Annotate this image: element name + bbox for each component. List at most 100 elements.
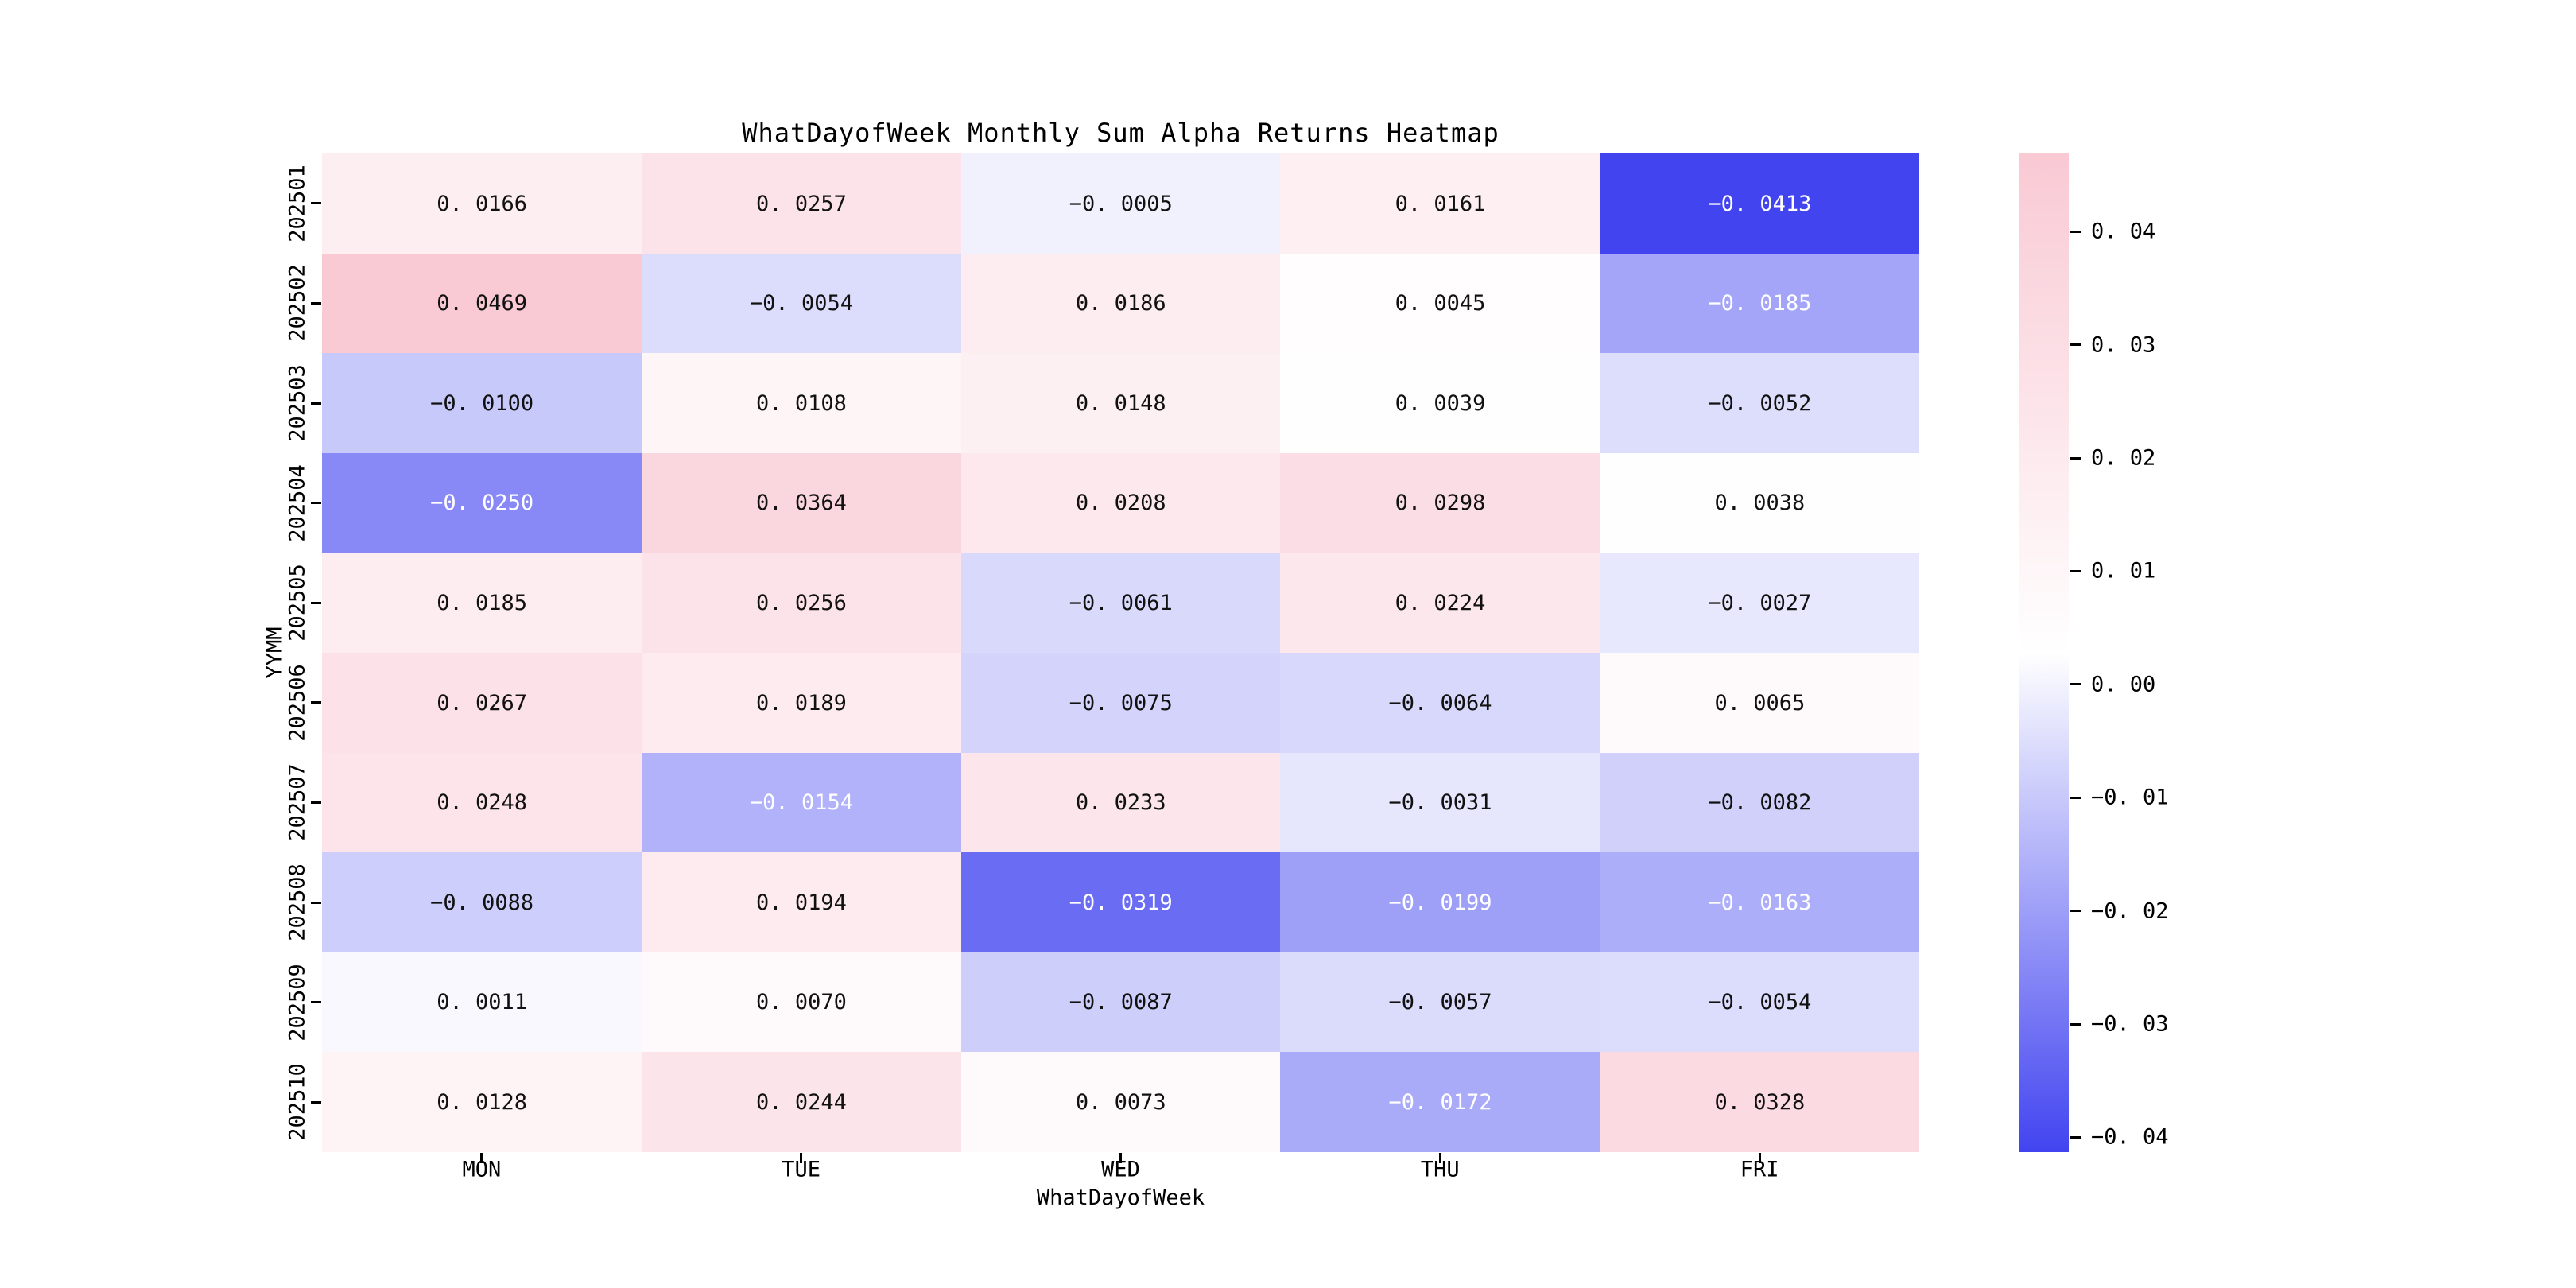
colorbar-tick-label-0.01: 0. 01 xyxy=(2091,558,2156,584)
heatmap-cell-202504-THU: 0. 0298 xyxy=(1280,452,1600,553)
y-tick-label-202508: 202508 xyxy=(285,863,310,941)
heatmap-cell-202501-TUE: 0. 0257 xyxy=(641,153,962,254)
cell-value: 0. 0045 xyxy=(1395,291,1486,316)
colorbar-tick-label--0.03: −0. 03 xyxy=(2091,1011,2169,1037)
x-tick-mark xyxy=(1758,1153,1761,1163)
cell-value: −0. 0082 xyxy=(1708,790,1812,816)
heatmap-cell-202510-FRI: 0. 0328 xyxy=(1600,1052,1920,1153)
heatmap-cell-202502-TUE: −0. 0054 xyxy=(641,253,962,354)
cell-value: −0. 0075 xyxy=(1069,690,1173,716)
y-tick-mark xyxy=(311,502,321,505)
y-tick-mark xyxy=(311,1001,321,1004)
chart-title: WhatDayofWeek Monthly Sum Alpha Returns … xyxy=(742,118,1499,148)
colorbar-tick-mark xyxy=(2070,910,2081,913)
cell-value: 0. 0108 xyxy=(756,390,847,416)
y-tick-label-202504: 202504 xyxy=(285,464,310,542)
cell-value: 0. 0185 xyxy=(436,590,528,615)
colorbar-tick-mark xyxy=(2070,1135,2081,1139)
colorbar-tick-mark xyxy=(2070,1022,2081,1026)
heatmap-cell-202502-THU: 0. 0045 xyxy=(1280,253,1600,354)
y-tick-label-202503: 202503 xyxy=(285,364,310,442)
y-axis-title: YYMM xyxy=(262,627,288,679)
cell-value: 0. 0364 xyxy=(756,491,847,516)
y-tick-label-202505: 202505 xyxy=(285,564,310,642)
heatmap-cell-202501-FRI: −0. 0413 xyxy=(1600,153,1920,254)
y-tick-label-202509: 202509 xyxy=(285,963,310,1042)
colorbar-tick-label-0.00: 0. 00 xyxy=(2091,672,2156,697)
heatmap-cell-202501-WED: −0. 0005 xyxy=(960,153,1281,254)
x-tick-mark xyxy=(480,1153,483,1163)
heatmap-cell-202509-WED: −0. 0087 xyxy=(960,952,1281,1053)
cell-value: 0. 0257 xyxy=(756,191,847,216)
colorbar-tick-label--0.02: −0. 02 xyxy=(2091,898,2169,924)
heatmap-cell-202508-FRI: −0. 0163 xyxy=(1600,852,1920,953)
cell-value: −0. 0154 xyxy=(749,790,853,816)
y-tick-label-202501: 202501 xyxy=(285,165,310,242)
cell-value: −0. 0064 xyxy=(1388,690,1492,716)
cell-value: 0. 0256 xyxy=(756,590,847,615)
heatmap-cell-202509-FRI: −0. 0054 xyxy=(1600,952,1920,1053)
cell-value: 0. 0038 xyxy=(1714,491,1806,516)
cell-value: 0. 0267 xyxy=(436,690,528,716)
y-tick-mark xyxy=(311,901,321,904)
heatmap-cell-202507-FRI: −0. 0082 xyxy=(1600,752,1920,853)
heatmap-cell-202507-MON: 0. 0248 xyxy=(322,752,642,853)
cell-value: 0. 0194 xyxy=(756,890,847,915)
heatmap-cell-202506-WED: −0. 0075 xyxy=(960,653,1281,754)
heatmap-cell-202508-WED: −0. 0319 xyxy=(960,852,1281,953)
heatmap-cell-202502-WED: 0. 0186 xyxy=(960,253,1281,354)
heatmap-cell-202510-THU: −0. 0172 xyxy=(1280,1052,1600,1153)
cell-value: −0. 0054 xyxy=(1708,990,1812,1015)
heatmap-cell-202505-TUE: 0. 0256 xyxy=(641,553,962,654)
cell-value: −0. 0005 xyxy=(1069,191,1173,216)
cell-value: −0. 0250 xyxy=(430,491,534,516)
y-tick-mark xyxy=(311,301,321,305)
heatmap-cell-202503-TUE: 0. 0108 xyxy=(641,353,962,454)
x-tick-mark xyxy=(1438,1153,1441,1163)
colorbar-tick-label--0.01: −0. 01 xyxy=(2091,785,2169,810)
heatmap-cell-202505-MON: 0. 0185 xyxy=(322,553,642,654)
colorbar-tick-mark xyxy=(2070,343,2081,347)
colorbar-tick-mark xyxy=(2070,230,2081,233)
cell-value: 0. 0186 xyxy=(1075,291,1166,316)
cell-value: 0. 0189 xyxy=(756,690,847,716)
cell-value: −0. 0319 xyxy=(1069,890,1173,915)
cell-value: 0. 0166 xyxy=(436,191,528,216)
cell-value: −0. 0185 xyxy=(1708,291,1812,316)
heatmap-cell-202508-MON: −0. 0088 xyxy=(322,852,642,953)
cell-value: 0. 0248 xyxy=(436,790,528,816)
heatmap-cell-202501-THU: 0. 0161 xyxy=(1280,153,1600,254)
heatmap-cell-202502-MON: 0. 0469 xyxy=(322,253,642,354)
cell-value: 0. 0233 xyxy=(1075,790,1166,816)
colorbar-tick-label-0.04: 0. 04 xyxy=(2091,219,2156,244)
y-tick-mark xyxy=(311,701,321,704)
heatmap-cell-202503-FRI: −0. 0052 xyxy=(1600,353,1920,454)
y-tick-label-202510: 202510 xyxy=(285,1063,310,1141)
cell-value: −0. 0100 xyxy=(430,390,534,416)
heatmap-cell-202503-MON: −0. 0100 xyxy=(322,353,642,454)
colorbar-tick-label-0.03: 0. 03 xyxy=(2091,332,2156,358)
cell-value: 0. 0208 xyxy=(1075,491,1166,516)
x-tick-mark xyxy=(800,1153,803,1163)
heatmap-cell-202509-MON: 0. 0011 xyxy=(322,952,642,1053)
cell-value: 0. 0328 xyxy=(1714,1089,1806,1115)
cell-value: 0. 0469 xyxy=(436,291,528,316)
heatmap-cell-202510-MON: 0. 0128 xyxy=(322,1052,642,1153)
colorbar-gradient xyxy=(2019,153,2069,1152)
heatmap-cell-202508-TUE: 0. 0194 xyxy=(641,852,962,953)
x-axis-title: WhatDayofWeek xyxy=(1036,1185,1205,1210)
cell-value: −0. 0031 xyxy=(1388,790,1492,816)
colorbar-tick-label--0.04: −0. 04 xyxy=(2091,1124,2169,1150)
y-tick-mark xyxy=(311,801,321,804)
heatmap-cell-202509-TUE: 0. 0070 xyxy=(641,952,962,1053)
y-tick-mark xyxy=(311,1100,321,1104)
cell-value: −0. 0172 xyxy=(1388,1089,1492,1115)
cell-value: −0. 0087 xyxy=(1069,990,1173,1015)
heatmap-cell-202502-FRI: −0. 0185 xyxy=(1600,253,1920,354)
y-tick-mark xyxy=(311,601,321,604)
cell-value: 0. 0011 xyxy=(436,990,528,1015)
colorbar-tick-mark xyxy=(2070,796,2081,799)
y-tick-label-202502: 202502 xyxy=(285,264,310,343)
heatmap-cell-202506-TUE: 0. 0189 xyxy=(641,653,962,754)
